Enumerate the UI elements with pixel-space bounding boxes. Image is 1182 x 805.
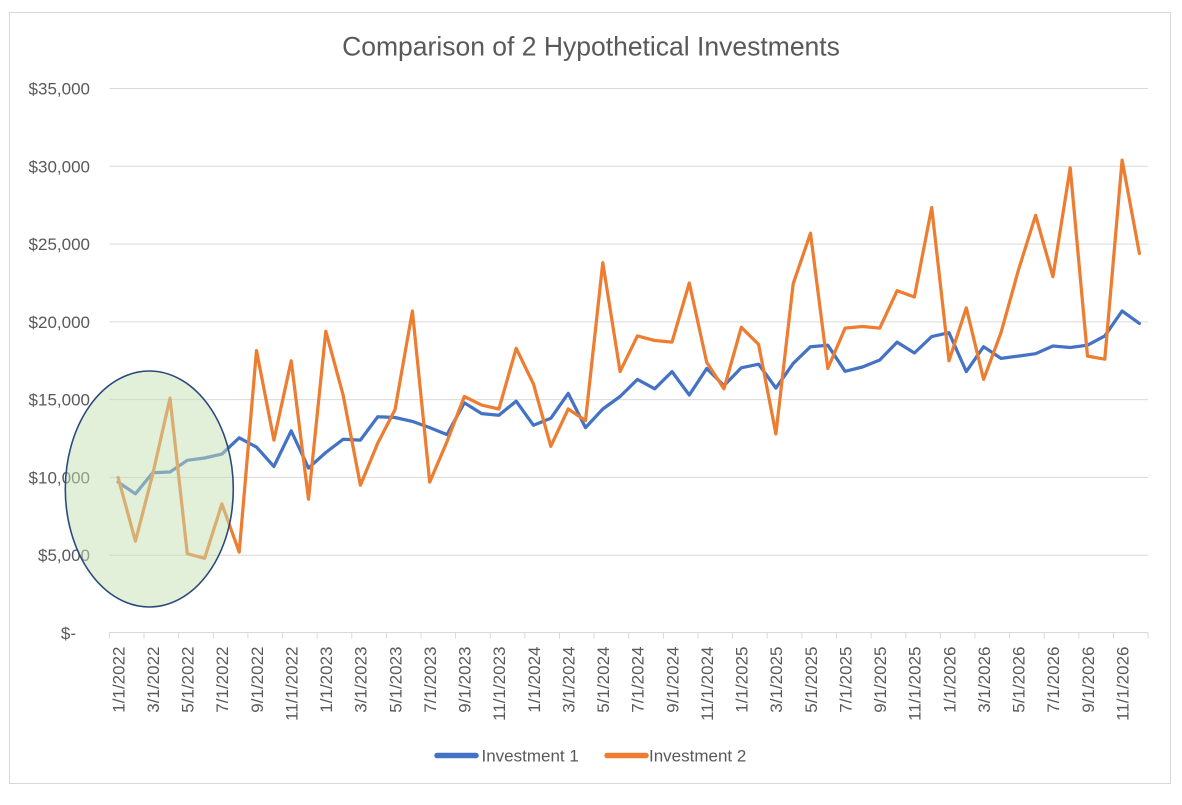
svg-text:7/1/2022: 7/1/2022 [213,647,232,713]
svg-text:1/1/2026: 1/1/2026 [940,647,959,713]
svg-text:1/1/2024: 1/1/2024 [525,647,544,713]
svg-text:7/1/2024: 7/1/2024 [629,647,648,713]
svg-text:7/1/2026: 7/1/2026 [1044,647,1063,713]
svg-text:3/1/2023: 3/1/2023 [352,647,371,713]
svg-text:9/1/2022: 9/1/2022 [248,647,267,713]
svg-text:5/1/2025: 5/1/2025 [802,647,821,713]
svg-text:$30,000: $30,000 [29,157,90,176]
svg-text:5/1/2023: 5/1/2023 [386,647,405,713]
svg-text:$35,000: $35,000 [29,80,90,99]
svg-text:11/1/2022: 11/1/2022 [283,647,302,721]
svg-text:9/1/2024: 9/1/2024 [663,647,682,713]
svg-text:11/1/2025: 11/1/2025 [906,647,925,721]
svg-text:1/1/2023: 1/1/2023 [317,647,336,713]
svg-text:9/1/2025: 9/1/2025 [871,647,890,713]
svg-text:$15,000: $15,000 [29,391,90,410]
svg-text:Investment 1: Investment 1 [482,747,579,766]
svg-text:1/1/2022: 1/1/2022 [109,647,128,713]
svg-text:5/1/2026: 5/1/2026 [1010,647,1029,713]
svg-text:3/1/2025: 3/1/2025 [767,647,786,713]
svg-text:$25,000: $25,000 [29,235,90,254]
svg-text:3/1/2026: 3/1/2026 [975,647,994,713]
svg-text:11/1/2024: 11/1/2024 [698,647,717,721]
svg-text:$20,000: $20,000 [29,313,90,332]
svg-text:1/1/2025: 1/1/2025 [733,647,752,713]
svg-text:$-: $- [61,624,76,643]
svg-text:3/1/2022: 3/1/2022 [144,647,163,713]
svg-text:5/1/2024: 5/1/2024 [594,647,613,713]
svg-text:9/1/2023: 9/1/2023 [456,647,475,713]
svg-text:11/1/2023: 11/1/2023 [490,647,509,721]
svg-text:Investment 2: Investment 2 [649,747,746,766]
svg-text:Comparison of 2 Hypothetical I: Comparison of 2 Hypothetical Investments [342,32,840,62]
svg-text:7/1/2025: 7/1/2025 [836,647,855,713]
svg-text:9/1/2026: 9/1/2026 [1079,647,1098,713]
svg-text:11/1/2026: 11/1/2026 [1113,647,1132,721]
svg-text:5/1/2022: 5/1/2022 [179,647,198,713]
svg-text:3/1/2024: 3/1/2024 [560,647,579,713]
svg-text:7/1/2023: 7/1/2023 [421,647,440,713]
